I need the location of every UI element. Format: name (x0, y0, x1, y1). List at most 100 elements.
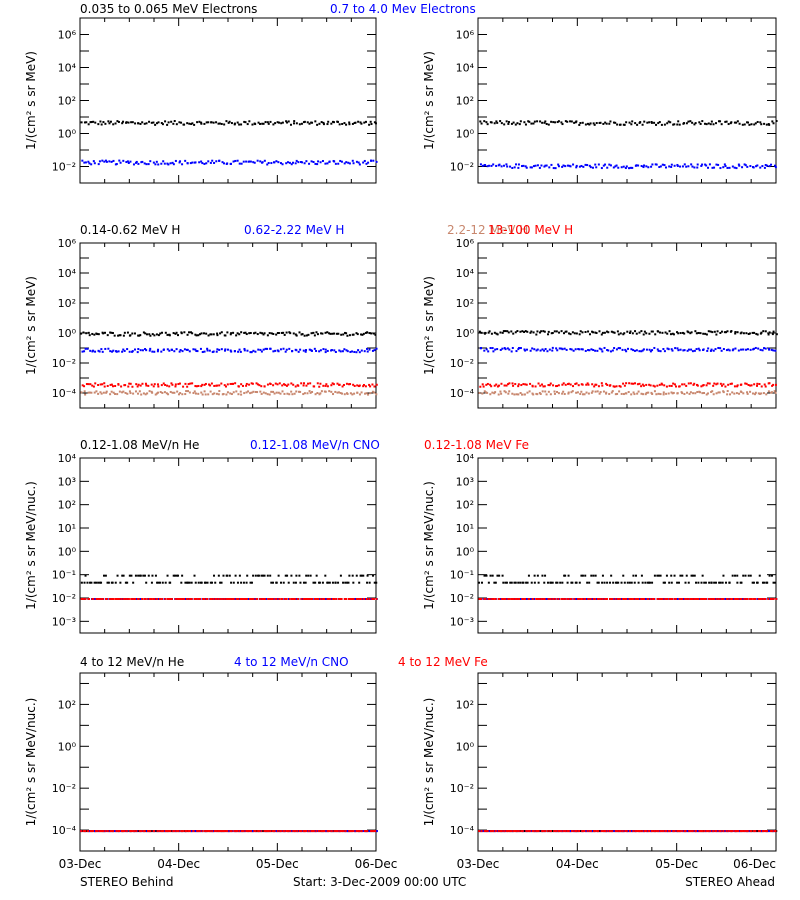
data-point (750, 123, 753, 126)
data-point (485, 383, 488, 386)
data-point (633, 581, 636, 584)
data-point (215, 830, 218, 833)
data-point (94, 350, 97, 353)
data-point (128, 382, 131, 385)
data-point (80, 598, 83, 600)
data-point (369, 385, 372, 388)
data-point (614, 393, 617, 396)
data-point (268, 393, 271, 396)
data-point (355, 160, 358, 163)
data-point (734, 332, 737, 335)
y-tick-label: 10⁴ (58, 452, 77, 465)
data-point (287, 581, 290, 584)
data-point (757, 347, 760, 350)
data-point (734, 574, 737, 577)
data-point (220, 348, 223, 351)
data-point (287, 830, 290, 833)
data-point (366, 347, 369, 350)
data-point (135, 160, 138, 163)
data-point (628, 167, 631, 170)
data-point (180, 581, 183, 584)
data-point (210, 598, 213, 600)
data-point (145, 122, 148, 125)
data-point (137, 383, 140, 386)
data-point (168, 349, 171, 352)
data-point (194, 581, 197, 584)
y-tick-label: 10⁻² (450, 592, 474, 605)
data-point (591, 383, 594, 386)
data-point (532, 393, 535, 396)
data-point (670, 574, 673, 577)
data-point (163, 162, 166, 165)
data-point (555, 581, 558, 584)
data-point (578, 165, 581, 168)
data-point (180, 830, 183, 833)
y-tick-label: 10¹ (456, 522, 474, 535)
data-point (332, 383, 335, 386)
data-point (145, 830, 148, 833)
data-point (532, 830, 535, 833)
data-point (594, 349, 597, 352)
data-point (260, 350, 263, 353)
data-point (480, 331, 483, 334)
data-point (226, 348, 229, 351)
data-point (754, 598, 757, 600)
data-point (515, 598, 518, 600)
data-point (230, 332, 233, 335)
data-point (126, 331, 129, 334)
y-tick-label: 10⁰ (58, 128, 77, 141)
data-point (257, 830, 260, 833)
data-point (630, 123, 633, 126)
data-point (736, 331, 739, 334)
data-point (748, 123, 751, 126)
data-point (140, 830, 143, 833)
data-point (114, 384, 117, 387)
data-point (272, 384, 275, 387)
data-point (488, 830, 491, 833)
data-point (500, 382, 503, 385)
data-point (668, 165, 671, 168)
data-point (362, 598, 365, 600)
data-point (166, 384, 169, 387)
data-point (712, 830, 715, 833)
data-point (507, 120, 510, 123)
data-point (622, 333, 625, 336)
data-point (372, 332, 375, 335)
data-point (715, 122, 718, 125)
data-point (371, 598, 374, 600)
data-point (535, 598, 538, 600)
data-point (91, 384, 94, 387)
data-point (745, 830, 748, 833)
data-point (623, 830, 626, 833)
data-point (763, 383, 766, 386)
data-point (366, 830, 369, 833)
data-point (316, 163, 319, 166)
data-point (277, 161, 280, 164)
data-point (589, 830, 592, 833)
data-point (229, 349, 232, 352)
data-point (505, 598, 508, 600)
data-point (519, 598, 522, 600)
data-point (183, 123, 186, 126)
data-point (333, 332, 336, 335)
data-point (253, 598, 256, 600)
data-point (653, 830, 656, 833)
data-point (250, 351, 253, 354)
data-point (112, 598, 115, 600)
data-point (242, 581, 245, 584)
data-point (697, 598, 700, 600)
data-point (605, 598, 608, 600)
data-point (746, 391, 749, 394)
data-point (749, 598, 752, 600)
data-point (179, 598, 182, 600)
data-point (724, 581, 727, 584)
data-point (707, 166, 710, 169)
y-tick-label: 10¹ (58, 522, 76, 535)
data-point (114, 830, 117, 833)
data-point (714, 348, 717, 351)
data-point (517, 830, 520, 833)
data-point (262, 348, 265, 351)
data-point (702, 332, 705, 335)
data-point (637, 581, 640, 584)
data-point (541, 830, 544, 833)
